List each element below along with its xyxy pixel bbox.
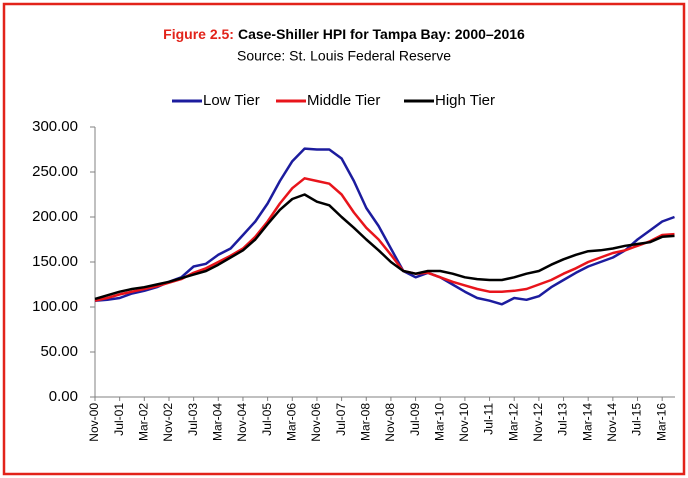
y-tick-label: 150.00 [32, 253, 78, 270]
figure-label: Figure 2.5: [163, 26, 234, 42]
x-tick-label: Nov-12 [531, 403, 545, 442]
x-tick-label: Jul-05 [260, 403, 274, 436]
x-tick-label: Mar-02 [136, 403, 150, 441]
y-tick-label: 100.00 [32, 298, 78, 315]
x-tick-label: Jul-01 [112, 403, 126, 436]
x-tick-label: Mar-10 [432, 403, 446, 441]
x-tick-label: Jul-13 [556, 403, 570, 436]
x-tick-label: Mar-16 [654, 403, 668, 441]
y-tick-label: 300.00 [32, 118, 78, 135]
legend-label: Middle Tier [307, 92, 380, 109]
y-tick-label: 0.00 [49, 388, 78, 405]
y-tick-label: 250.00 [32, 163, 78, 180]
series-line [94, 193, 675, 301]
x-tick-label: Nov-14 [605, 403, 619, 442]
x-tick-label: Nov-04 [235, 403, 249, 442]
x-tick-label: Jul-11 [482, 403, 496, 435]
y-tick-label: 200.00 [32, 208, 78, 225]
x-tick-label: Jul-15 [630, 403, 644, 436]
x-tick-label: Nov-08 [383, 403, 397, 442]
chart-title: Case-Shiller HPI for Tampa Bay: 2000–201… [238, 26, 525, 42]
x-tick-label: Nov-00 [87, 403, 101, 442]
series-line [94, 147, 675, 306]
chart-title-line: Figure 2.5: Case-Shiller HPI for Tampa Ba… [163, 26, 525, 42]
legend-label: High Tier [435, 92, 495, 109]
x-tick-label: Jul-07 [334, 403, 348, 436]
legend-label: Low Tier [203, 92, 260, 109]
series-line [94, 177, 675, 302]
x-tick-label: Mar-06 [284, 403, 298, 441]
x-tick-label: Nov-02 [161, 403, 175, 442]
x-tick-label: Mar-08 [358, 403, 372, 441]
x-tick-label: Mar-12 [506, 403, 520, 441]
x-tick-label: Mar-04 [210, 403, 224, 441]
x-tick-label: Jul-09 [408, 403, 422, 436]
x-tick-label: Nov-10 [457, 403, 471, 442]
y-tick-label: 50.00 [40, 343, 78, 360]
x-tick-label: Mar-14 [580, 403, 594, 441]
x-tick-label: Jul-03 [186, 403, 200, 436]
chart-subtitle: Source: St. Louis Federal Reserve [237, 48, 451, 64]
x-tick-label: Nov-06 [309, 403, 323, 442]
